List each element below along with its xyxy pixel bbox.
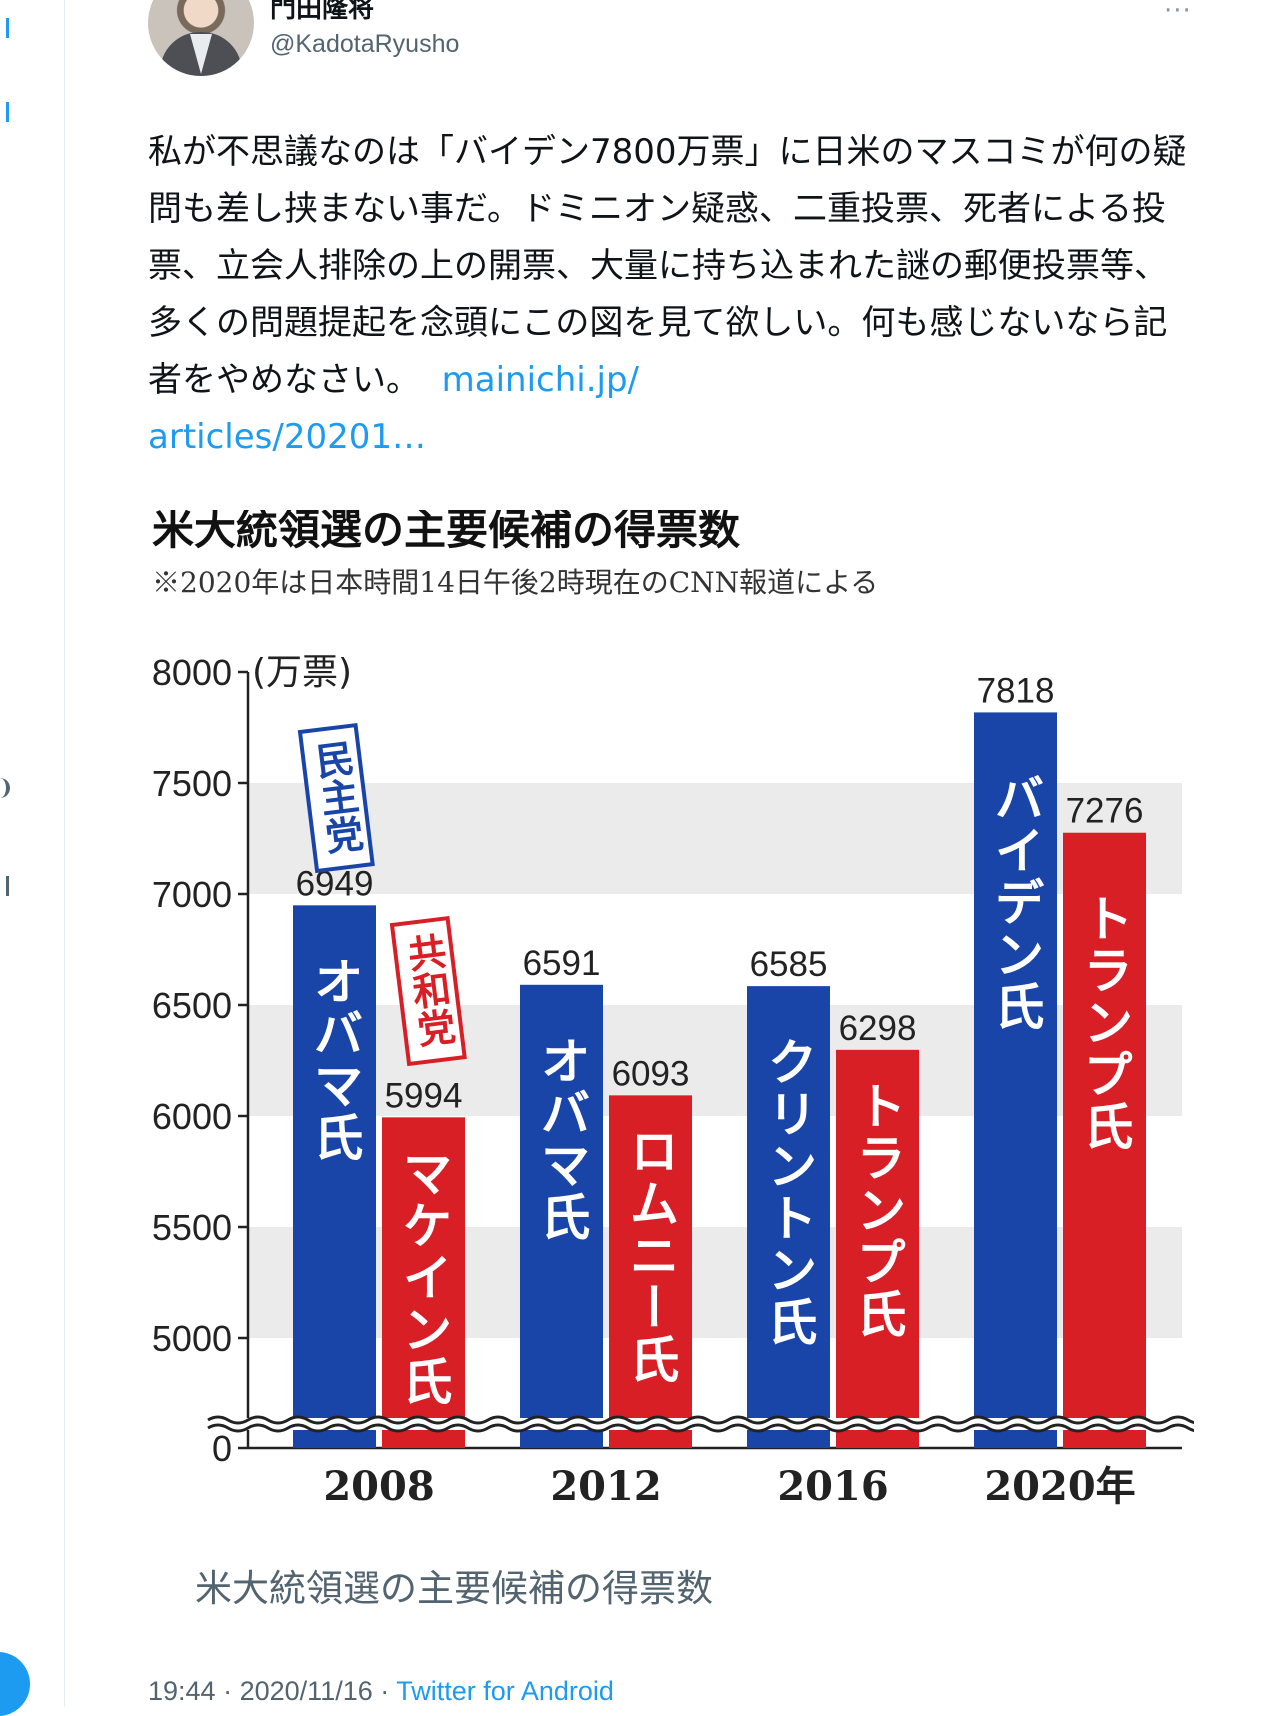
bar-value-label: 5994	[385, 1076, 463, 1115]
rail-icon[interactable]	[0, 778, 10, 798]
tweet-media-image[interactable]: 米大統領選の主要候補の得票数 ※2020年は日本時間14日午後2時現在のCNN報…	[148, 510, 1194, 1520]
axis-break-line	[207, 1415, 1194, 1425]
bar-dem-2008	[293, 905, 376, 1448]
tweet-body: 私が不思議なのは「バイデン7800万票」に日米のマスコミが何の疑問も差し挟まない…	[148, 132, 1187, 400]
axis-break-line	[207, 1423, 1194, 1433]
y-tick-label: 5500	[152, 1207, 232, 1248]
x-category-label: 2008	[323, 1463, 434, 1510]
vote-chart: 米大統領選の主要候補の得票数 ※2020年は日本時間14日午後2時現在のCNN報…	[152, 510, 1194, 1510]
tweet-source[interactable]: Twitter for Android	[396, 1676, 614, 1706]
bar-dem-2016	[747, 986, 830, 1448]
y-tick-label: 7500	[152, 763, 232, 804]
x-category-label: 2012	[550, 1463, 661, 1510]
candidate-name-label: オバマ氏	[533, 1035, 591, 1243]
avatar[interactable]	[148, 0, 254, 76]
candidate-name-label: マケイン氏	[395, 1147, 453, 1407]
candidate-name-label: オバマ氏	[306, 955, 364, 1163]
more-options-icon[interactable]: ···	[1164, 0, 1192, 26]
rail-icon[interactable]	[0, 102, 9, 122]
bar-rep-2016	[836, 1049, 919, 1448]
candidate-name-label: バイデン氏	[987, 772, 1045, 1032]
tweet-link[interactable]: mainichi.jp/	[441, 360, 640, 400]
y-tick-label: 6500	[152, 985, 232, 1026]
y-tick-label: 8000	[152, 652, 232, 693]
meta-separator: ·	[380, 1676, 390, 1706]
bar-value-label: 7276	[1066, 792, 1144, 831]
display-name[interactable]: 門田隆将	[270, 0, 375, 24]
bar-value-label: 7818	[977, 671, 1055, 710]
tweet-time[interactable]: 19:44	[148, 1676, 216, 1706]
bar-value-label: 6093	[612, 1054, 690, 1093]
candidate-name-label: クリントン氏	[760, 1036, 818, 1348]
party-stamp-rep: 共和党	[389, 915, 467, 1067]
x-category-label: 2020年	[984, 1463, 1135, 1510]
candidate-name-label: ロムニー氏	[622, 1125, 680, 1385]
media-caption: 米大統領選の主要候補の得票数	[195, 1567, 713, 1610]
bar-value-label: 6585	[750, 945, 828, 984]
tweet-link-continued[interactable]: articles/20201…	[148, 417, 426, 457]
tweet-date[interactable]: 2020/11/16	[239, 1676, 373, 1706]
x-category-label: 2016	[777, 1463, 888, 1510]
tweet-meta: 19:44 · 2020/11/16 · Twitter for Android	[148, 1676, 614, 1707]
bar-rep-2008	[382, 1117, 465, 1448]
y-tick-label: 5000	[152, 1318, 232, 1359]
bar-rep-2012	[609, 1095, 692, 1448]
party-stamp-box	[389, 915, 467, 1067]
y-tick-label: 0	[212, 1428, 232, 1469]
y-unit-label: (万票)	[252, 652, 352, 693]
user-handle[interactable]: @KadotaRyusho	[270, 30, 460, 58]
party-stamp-box	[297, 722, 375, 874]
meta-separator: ·	[223, 1676, 233, 1706]
candidate-name-label: トランプ氏	[1076, 893, 1134, 1153]
candidate-name-label: トランプ氏	[849, 1080, 907, 1340]
y-tick-label: 6000	[152, 1096, 232, 1137]
compose-button[interactable]	[0, 1652, 30, 1716]
bar-rep-2020年	[1063, 832, 1146, 1448]
rail-icon[interactable]	[0, 876, 9, 896]
party-stamp-dem: 民主党	[297, 722, 375, 874]
chart-title: 米大統領選の主要候補の得票数	[152, 510, 740, 554]
navigation-rail	[0, 0, 65, 1716]
bar-dem-2020年	[974, 712, 1057, 1448]
chart-subtitle: ※2020年は日本時間14日午後2時現在のCNN報道による	[152, 566, 878, 599]
bar-dem-2012	[520, 984, 603, 1448]
bar-value-label: 6298	[839, 1009, 917, 1048]
y-tick-label: 7000	[152, 874, 232, 915]
rail-icon[interactable]	[0, 18, 9, 38]
tweet-text: 私が不思議なのは「バイデン7800万票」に日米のマスコミが何の疑問も差し挟まない…	[148, 124, 1198, 466]
bar-value-label: 6591	[523, 944, 601, 983]
